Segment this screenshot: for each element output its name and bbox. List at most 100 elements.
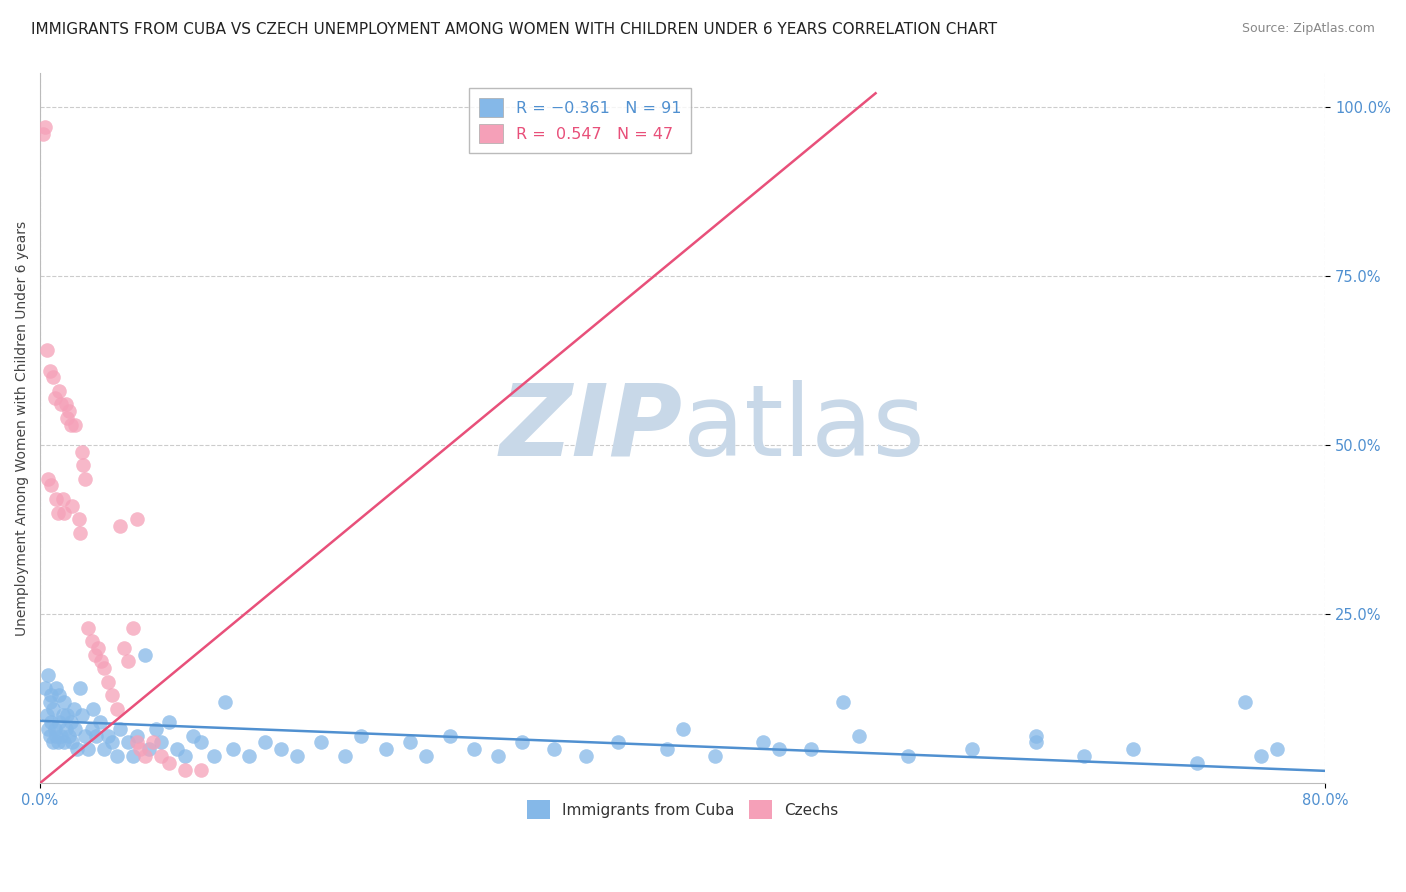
Point: [117, 654, 139, 668]
Text: Source: ZipAtlas.com: Source: ZipAtlas.com: [1241, 22, 1375, 36]
Point: [122, 620, 145, 634]
Point: [80, 722, 103, 736]
Point: [32, 127, 55, 141]
Point: [48, 715, 70, 730]
Point: [38, 729, 60, 743]
Point: [48, 688, 70, 702]
Point: [270, 742, 292, 756]
Point: [41, 478, 63, 492]
Point: [173, 763, 195, 777]
Point: [56, 708, 79, 723]
Point: [56, 410, 79, 425]
Point: [48, 384, 70, 398]
Point: [142, 735, 165, 749]
Point: [53, 695, 76, 709]
Point: [202, 749, 225, 764]
Point: [35, 343, 58, 358]
Point: [1265, 742, 1288, 756]
Point: [1025, 729, 1047, 743]
Point: [309, 735, 332, 749]
Point: [45, 729, 67, 743]
Point: [672, 722, 695, 736]
Point: [44, 391, 66, 405]
Point: [149, 735, 172, 749]
Point: [70, 708, 93, 723]
Point: [214, 695, 236, 709]
Point: [510, 735, 533, 749]
Point: [800, 742, 823, 756]
Point: [543, 742, 565, 756]
Point: [398, 735, 420, 749]
Point: [97, 729, 120, 743]
Point: [42, 701, 65, 715]
Point: [34, 681, 56, 696]
Point: [1025, 735, 1047, 749]
Text: IMMIGRANTS FROM CUBA VS CZECH UNEMPLOYMENT AMONG WOMEN WITH CHILDREN UNDER 6 YEA: IMMIGRANTS FROM CUBA VS CZECH UNEMPLOYME…: [31, 22, 997, 37]
Point: [134, 749, 156, 764]
Point: [65, 722, 87, 736]
Point: [37, 722, 59, 736]
Point: [60, 735, 83, 749]
Point: [38, 363, 60, 377]
Point: [125, 735, 148, 749]
Point: [70, 444, 93, 458]
Point: [1073, 749, 1095, 764]
Point: [45, 491, 67, 506]
Point: [93, 661, 115, 675]
Point: [63, 701, 86, 715]
Point: [42, 735, 65, 749]
Point: [703, 749, 725, 764]
Point: [38, 695, 60, 709]
Point: [46, 506, 69, 520]
Point: [75, 472, 97, 486]
Point: [90, 654, 112, 668]
Point: [112, 640, 135, 655]
Point: [145, 722, 167, 736]
Point: [655, 742, 678, 756]
Point: [55, 722, 77, 736]
Point: [1185, 756, 1208, 770]
Point: [897, 749, 920, 764]
Point: [82, 701, 104, 715]
Point: [49, 397, 72, 411]
Point: [97, 674, 120, 689]
Point: [752, 735, 775, 749]
Point: [1250, 749, 1272, 764]
Point: [157, 756, 180, 770]
Point: [575, 749, 598, 764]
Point: [67, 512, 90, 526]
Point: [125, 512, 148, 526]
Point: [157, 715, 180, 730]
Point: [41, 688, 63, 702]
Point: [607, 735, 630, 749]
Y-axis label: Unemployment Among Women with Children Under 6 years: Unemployment Among Women with Children U…: [15, 220, 30, 636]
Point: [69, 525, 91, 540]
Point: [832, 695, 855, 709]
Point: [105, 749, 128, 764]
Point: [222, 742, 245, 756]
Point: [110, 519, 132, 533]
Point: [439, 729, 461, 743]
Point: [72, 458, 94, 473]
Point: [463, 742, 485, 756]
Text: atlas: atlas: [683, 379, 924, 476]
Point: [1122, 742, 1144, 756]
Point: [58, 404, 80, 418]
Point: [86, 729, 108, 743]
Point: [285, 749, 308, 764]
Legend: Immigrants from Cuba, Czechs: Immigrants from Cuba, Czechs: [520, 794, 845, 825]
Point: [59, 715, 82, 730]
Point: [35, 708, 58, 723]
Point: [34, 120, 56, 134]
Point: [768, 742, 790, 756]
Point: [53, 735, 76, 749]
Point: [110, 722, 132, 736]
Point: [125, 729, 148, 743]
Point: [42, 370, 65, 384]
Point: [190, 763, 212, 777]
Point: [415, 749, 437, 764]
Point: [173, 749, 195, 764]
Point: [93, 742, 115, 756]
Point: [138, 742, 160, 756]
Point: [46, 735, 69, 749]
